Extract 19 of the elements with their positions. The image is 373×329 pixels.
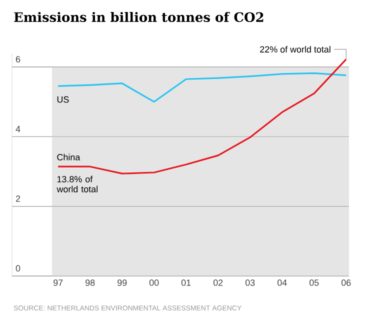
x-tick-label: 97 [54,280,63,286]
chart-title: Emissions in billion tonnes of CO2 [14,12,264,22]
y-tick-label: 4 [16,126,20,132]
annotation: 22% of world total [260,46,330,53]
x-tick-label: 06 [341,280,351,286]
x-tick-label: 98 [86,280,95,286]
x-tick-label: 03 [245,280,255,286]
y-tick-label: 6 [16,56,20,62]
series-label: US [57,96,69,103]
x-tick-label: 00 [149,280,159,286]
x-tick-label: 02 [213,280,223,286]
annotation: 13.8% of world total [56,176,98,192]
y-tick-label: 2 [16,196,20,202]
y-tick-label: 0 [16,265,20,272]
x-tick-label: 04 [277,280,287,286]
x-tick-label: 99 [118,280,127,286]
series-label: China [57,154,80,160]
x-tick-label: 05 [309,280,319,286]
x-tick-label: 01 [181,280,191,286]
